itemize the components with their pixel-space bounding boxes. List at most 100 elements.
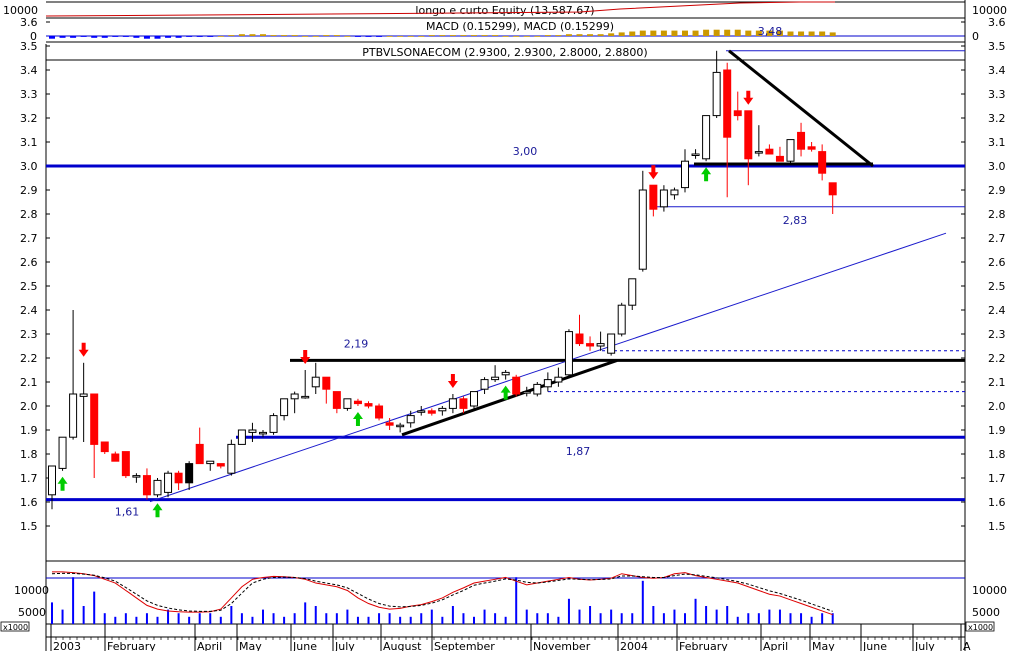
macd-bar xyxy=(354,36,361,37)
macd-bar xyxy=(819,31,826,36)
level-label: 2,19 xyxy=(344,337,369,350)
candle-body xyxy=(775,155,784,162)
price-tick-right: 3.4 xyxy=(988,64,1006,77)
macd-bar xyxy=(143,36,150,39)
macd-panel: MACD (0.15299), MACD (0.15299) 0 0 xyxy=(30,20,979,43)
macd-bar xyxy=(249,34,256,36)
price-tick-right: 1.7 xyxy=(988,472,1006,485)
candle-body xyxy=(828,182,837,196)
macd-bar xyxy=(544,35,551,36)
macd-bar xyxy=(787,31,794,36)
macd-bar xyxy=(502,36,509,37)
macd-bar xyxy=(291,35,298,36)
macd-bar xyxy=(608,33,615,36)
short-trendline xyxy=(401,358,618,437)
price-axis: 1.5 1.5 1.6 1.6 1.7 1.7 1.8 1.8 1.9 1.9 2.0 2.0 2.1 2… xyxy=(20,16,1006,533)
price-tick-left: 2.8 xyxy=(20,208,38,221)
candle-body xyxy=(438,407,447,412)
candle-body xyxy=(48,465,56,496)
price-tick-right: 3.5 xyxy=(988,40,1006,53)
level-label: 3,00 xyxy=(513,145,538,158)
candle-body xyxy=(259,431,267,435)
down-arrow-icon xyxy=(447,374,458,388)
signal-line xyxy=(51,572,833,612)
price-tick-left: 2.1 xyxy=(20,376,38,389)
candle-body xyxy=(174,472,183,484)
time-axis-label: 2004 xyxy=(620,640,648,651)
equity-panel: longo e curto Equity (13,587.67) 10000 1… xyxy=(3,1,1007,19)
macd-bar xyxy=(323,35,330,36)
volume-bars xyxy=(51,577,834,624)
candle-body xyxy=(733,110,742,117)
candle-body xyxy=(375,405,384,419)
macd-bar xyxy=(70,36,77,38)
price-tick-right: 3.2 xyxy=(988,112,1006,125)
candle-body xyxy=(364,403,373,407)
price-tick-right: 3.1 xyxy=(988,136,1006,149)
price-tick-right: 3.0 xyxy=(988,160,1006,173)
price-tick-right: 2.5 xyxy=(988,280,1006,293)
candle-body xyxy=(512,376,521,395)
candle-body xyxy=(385,422,394,426)
macd-bar xyxy=(713,29,720,36)
volume-tick-left-5000: 5000 xyxy=(18,606,46,619)
candle-body xyxy=(522,391,531,394)
price-tick-left: 2.4 xyxy=(20,304,38,317)
macd-bar xyxy=(639,30,646,36)
candle-body xyxy=(807,146,816,150)
equity-line xyxy=(45,1,835,17)
macd-bar xyxy=(808,31,815,36)
candle-body xyxy=(818,151,827,174)
candle-body xyxy=(681,160,689,189)
macd-bar xyxy=(492,35,499,36)
price-tick-left: 2.0 xyxy=(20,400,38,413)
price-title: PTBVLSONAECOM (2.9300, 2.9300, 2.8000, 2… xyxy=(362,46,647,59)
price-tick-right: 2.3 xyxy=(988,328,1006,341)
macd-bar xyxy=(650,30,657,36)
candle-body xyxy=(596,343,605,347)
candle-body xyxy=(322,376,331,390)
price-tick-right: 1.8 xyxy=(988,448,1006,461)
price-tick-left: 3.4 xyxy=(20,64,38,77)
up-arrow-icon xyxy=(152,503,163,518)
up-arrow-icon xyxy=(500,385,511,400)
candle-body xyxy=(227,443,236,474)
macd-bar xyxy=(755,30,762,36)
candle-body xyxy=(195,443,204,465)
price-tick-left: 1.5 xyxy=(20,520,38,533)
candle-body xyxy=(427,410,436,414)
macd-bar xyxy=(745,30,752,36)
macd-bar xyxy=(829,32,836,36)
price-tick-left: 1.7 xyxy=(20,472,38,485)
time-axis-label: April xyxy=(763,640,788,651)
macd-bar xyxy=(207,36,214,37)
price-tick-right: 2.2 xyxy=(988,352,1006,365)
down-arrow-icon xyxy=(648,165,659,180)
macd-bar xyxy=(281,35,288,36)
signal-arrows xyxy=(57,90,754,518)
price-tick-right: 3.6 xyxy=(988,16,1006,29)
candle-body xyxy=(554,376,563,383)
macd-bar xyxy=(186,36,193,37)
candle-body xyxy=(586,343,595,347)
macd-bar xyxy=(587,34,594,36)
price-tick-right: 1.5 xyxy=(988,520,1006,533)
price-tick-right: 3.3 xyxy=(988,88,1006,101)
candle-body xyxy=(206,460,215,465)
candle-body xyxy=(628,278,637,306)
price-tick-left: 2.7 xyxy=(20,232,38,245)
macd-bar xyxy=(534,36,541,37)
price-tick-right: 2.1 xyxy=(988,376,1006,389)
price-tick-right: 1.9 xyxy=(988,424,1006,437)
macd-bar xyxy=(101,36,108,38)
macd-bar xyxy=(49,36,55,39)
support-resistance-lines: 1,61 1,87 2,19 3,00 3,48 2,83 xyxy=(46,25,965,519)
trendlines xyxy=(149,49,947,503)
volume-unit-box-left xyxy=(0,621,30,632)
macd-bar xyxy=(460,35,467,36)
macd-bar xyxy=(428,35,435,36)
macd-bar xyxy=(481,35,488,36)
macd-histogram xyxy=(49,29,836,39)
macd-bar xyxy=(618,32,625,36)
